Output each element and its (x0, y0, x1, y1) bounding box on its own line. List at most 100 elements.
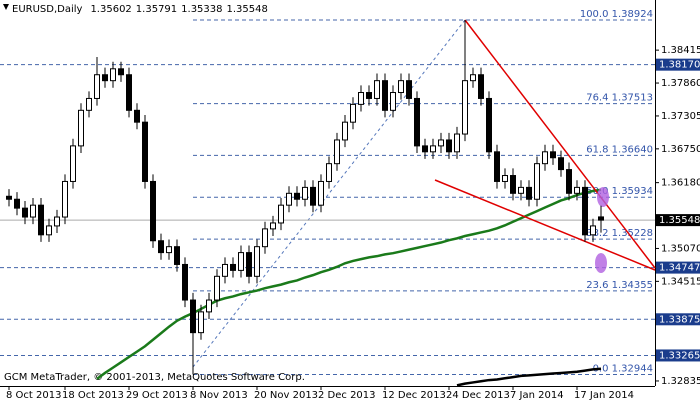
moving-average (456, 367, 602, 387)
trendline (464, 19, 656, 269)
marker (597, 187, 609, 207)
candle-body (142, 121, 148, 182)
candle-body (182, 263, 188, 301)
level-tag (656, 58, 700, 71)
candle-body (350, 103, 356, 123)
candle-body (574, 186, 580, 194)
candle-body (526, 186, 532, 200)
candle-body (326, 163, 332, 182)
candle-body (294, 192, 300, 200)
candle-body (470, 74, 476, 82)
candle-body (222, 263, 228, 277)
candle-body (598, 216, 604, 221)
candle-body (6, 195, 12, 200)
candle-body (318, 180, 324, 206)
level-tag (656, 261, 700, 274)
candle-body (414, 97, 420, 147)
candle-body (478, 74, 484, 99)
candle-body (310, 186, 316, 206)
candle-body (46, 225, 52, 236)
candle-body (14, 198, 20, 209)
x-tick-label: 2 Dec 2013 (318, 390, 376, 401)
candle-body (102, 74, 108, 82)
ohlc-low: 1.35338 (181, 4, 222, 15)
candle-body (174, 246, 180, 265)
candle-body (582, 186, 588, 236)
level-label: 1.33265 (659, 350, 700, 361)
x-tick-label: 20 Nov 2013 (254, 390, 318, 401)
candle-body (534, 163, 540, 200)
candle-body (342, 121, 348, 141)
candle-body (78, 109, 84, 147)
candle-body (262, 228, 268, 248)
candle-body (166, 246, 172, 254)
level-label: 1.38170 (659, 60, 700, 71)
level-tag (656, 349, 700, 362)
candle-body (566, 169, 572, 194)
x-tick-label: 12 Dec 2013 (382, 390, 446, 401)
candle-body (366, 92, 372, 99)
candle-body (110, 68, 116, 82)
title-icon (3, 4, 9, 10)
candle-body (238, 252, 244, 271)
candle-body (22, 207, 28, 218)
candle-body (510, 175, 516, 194)
fibo-label: 23.6 1.34355 (586, 280, 653, 291)
candle-body (270, 222, 276, 230)
x-tick-label: 8 Oct 2013 (6, 390, 61, 401)
candle-body (542, 151, 548, 165)
fibo-label: 38.2 1.35228 (586, 228, 653, 239)
fibo-label: 61.8 1.36640 (586, 144, 653, 155)
y-tick-label: 1.36180 (661, 178, 700, 189)
candle-body (190, 299, 196, 334)
x-tick-label: 24 Dec 2013 (446, 390, 510, 401)
candle-body (286, 192, 292, 206)
candle-body (150, 180, 156, 242)
fibo-label: 0.0 1.32944 (593, 363, 653, 374)
y-tick-label: 1.32835 (661, 376, 700, 387)
drawings: 100.0 1.38924 76.4 1.37513 61.8 1.36640 50.… (0, 9, 655, 375)
level-label: 1.34747 (659, 263, 700, 274)
candle-body (422, 145, 428, 153)
y-tick-label: 1.36750 (661, 144, 700, 155)
candle-body (38, 204, 44, 236)
symbol: EURUSD,Daily (12, 4, 83, 15)
candle-body (446, 139, 452, 153)
y-tick-label: 1.37305 (661, 111, 700, 122)
fibo-label: 50.0 1.35934 (586, 186, 653, 197)
candle-body (62, 180, 68, 218)
level-label: 1.33875 (659, 314, 700, 325)
candle-body (390, 92, 396, 111)
candle-body (230, 263, 236, 271)
x-tick-label: 18 Oct 2013 (62, 390, 124, 401)
ohlc-open: 1.35602 (90, 4, 131, 15)
candle-body (206, 299, 212, 313)
candle-body (198, 311, 204, 334)
marker (595, 253, 607, 273)
fibo-label: 76.4 1.37513 (586, 93, 653, 104)
footer: GCM MetaTrader, © 2001-2013, MetaQuotes … (4, 372, 305, 383)
candle-body (454, 133, 460, 153)
candle-body (462, 80, 468, 135)
y-tick-label: 1.35070 (661, 243, 700, 254)
candle-body (590, 225, 596, 236)
x-tick-label: 7 Jan 2014 (510, 390, 564, 401)
chart-title: EURUSD,Daily 1.35602 1.35791 1.35338 1.35548 (12, 4, 268, 15)
candle-body (134, 109, 140, 123)
fibo-diagonal (192, 19, 466, 368)
candle-body (214, 275, 220, 301)
candle-body (126, 74, 132, 111)
candle-body (278, 204, 284, 224)
y-tick-label: 1.37860 (661, 78, 700, 89)
candle-body (550, 151, 556, 159)
moving-average (96, 188, 602, 380)
candle-body (430, 145, 436, 153)
candle-body (94, 74, 100, 99)
y-tick-label: 1.34515 (661, 276, 700, 287)
level-tag (656, 313, 700, 326)
candle-body (54, 216, 60, 227)
candle-body (30, 204, 36, 218)
candle-body (502, 175, 508, 182)
